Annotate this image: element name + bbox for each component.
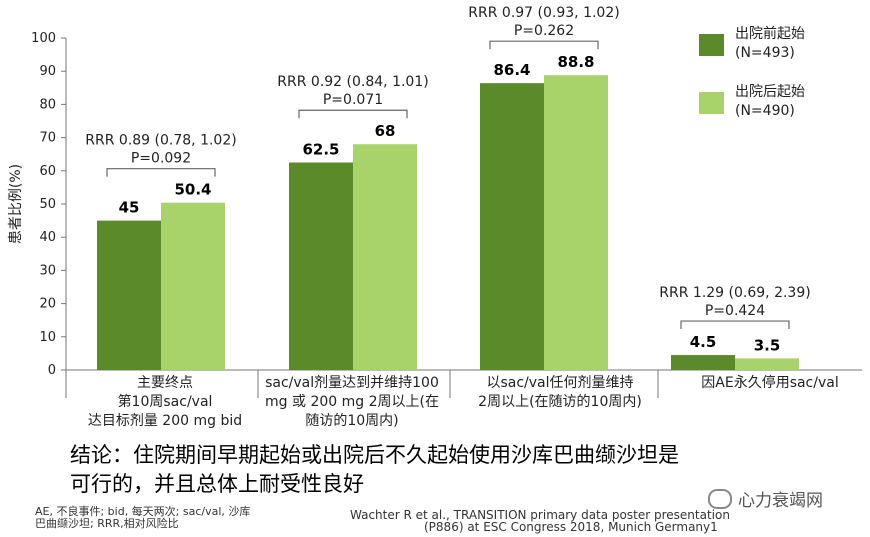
y-tick-label: 40 [39, 230, 56, 245]
citation: Wachter R et al., TRANSITION primary dat… [350, 509, 730, 533]
bar [671, 355, 735, 370]
x-category-label: 以sac/val任何剂量维持 [486, 375, 633, 391]
y-tick-label: 20 [39, 297, 56, 312]
x-category-label: 2周以上(在随访的10周内) [478, 394, 642, 410]
bar [353, 144, 417, 370]
y-tick-label: 60 [39, 164, 56, 179]
legend-swatch [699, 34, 724, 56]
significance-bracket [298, 109, 408, 119]
significance-bracket [489, 40, 599, 50]
data-label: 88.8 [557, 53, 594, 71]
legend-series-count: (N=490) [735, 103, 795, 119]
conclusion-text: 结论：住院期间早期起始或出院后不久起始使用沙库巴曲缬沙坦是 可行的，并且总体上耐… [70, 441, 679, 499]
conclusion-line-2: 可行的，并且总体上耐受性良好 [70, 472, 364, 496]
legend-series-name: 出院后起始 [735, 84, 805, 100]
y-tick-label: 0 [48, 363, 56, 378]
y-tick-label: 10 [39, 330, 56, 345]
data-label: 4.5 [690, 333, 717, 351]
rrr-label: RRR 0.97 (0.93, 1.02) [468, 5, 619, 21]
x-category-label: 因AE永久停用sac/val [701, 374, 838, 391]
legend-swatch [699, 92, 724, 114]
bar [97, 220, 161, 370]
y-tick-label: 90 [39, 64, 56, 79]
watermark: 心力衰竭网 [708, 486, 823, 511]
x-category-label: mg 或 200 mg 2周以上(在 [265, 394, 439, 410]
p-value-label: P=0.424 [705, 303, 765, 319]
p-value-label: P=0.071 [323, 92, 383, 108]
y-tick-label: 50 [39, 197, 56, 212]
legend-series-name: 出院前起始 [735, 25, 805, 42]
x-category-label: sac/val剂量达到并维持100 [265, 375, 439, 391]
x-category-label: 第10周sac/val [118, 393, 213, 410]
wechat-icon [708, 488, 732, 509]
y-tick-label: 100 [31, 31, 56, 46]
data-label: 68 [375, 122, 396, 140]
p-value-label: P=0.262 [514, 23, 574, 39]
data-label: 86.4 [493, 61, 530, 79]
legend-series-count: (N=493) [735, 45, 795, 61]
significance-bracket [680, 320, 790, 330]
footnote: AE, 不良事件; bid, 每天两次; sac/val, 沙库 巴曲缬沙坦; … [35, 506, 250, 530]
bar-chart: 0 10 20 30 40 50 60 70 80 90 100 患者比例(%) 45 62.5 86.4 4… [8, 5, 862, 429]
x-category-label: 达目标剂量 200 mg bid [88, 413, 242, 429]
data-label: 45 [119, 199, 140, 217]
rrr-label: RRR 0.89 (0.78, 1.02) [85, 133, 236, 149]
y-axis-label: 患者比例(%) [8, 164, 24, 244]
data-label: 50.4 [174, 181, 211, 199]
citation-line-1: Wachter R et al., TRANSITION primary dat… [350, 508, 730, 522]
bar [544, 75, 608, 371]
p-value-label: P=0.092 [131, 151, 191, 167]
data-label: 3.5 [754, 336, 781, 354]
conclusion-line-1: 结论：住院期间早期起始或出院后不久起始使用沙库巴曲缬沙坦是 [70, 443, 679, 467]
bar [735, 358, 799, 370]
footnote-line-2: 巴曲缬沙坦; RRR,相对风险比 [35, 517, 179, 530]
citation-line-2: (P886) at ESC Congress 2018, Munich Germ… [424, 520, 718, 534]
rrr-label: RRR 0.92 (0.84, 1.01) [277, 74, 428, 90]
rrr-label: RRR 1.29 (0.69, 2.39) [659, 285, 810, 301]
y-tick-label: 30 [39, 263, 56, 278]
x-category-label: 主要终点 [137, 375, 193, 391]
y-tick-label: 80 [39, 97, 56, 112]
bar [289, 162, 353, 370]
footnote-line-1: AE, 不良事件; bid, 每天两次; sac/val, 沙库 [35, 505, 251, 518]
watermark-text: 心力衰竭网 [738, 491, 823, 511]
bar [161, 202, 225, 370]
bar [480, 83, 544, 370]
x-category-label: 随访的10周内) [305, 413, 398, 429]
data-label: 62.5 [302, 141, 339, 159]
significance-bracket [106, 168, 216, 177]
y-tick-label: 70 [39, 131, 56, 146]
